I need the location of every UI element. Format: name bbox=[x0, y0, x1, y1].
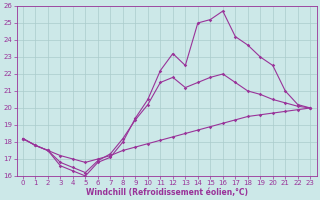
X-axis label: Windchill (Refroidissement éolien,°C): Windchill (Refroidissement éolien,°C) bbox=[85, 188, 248, 197]
